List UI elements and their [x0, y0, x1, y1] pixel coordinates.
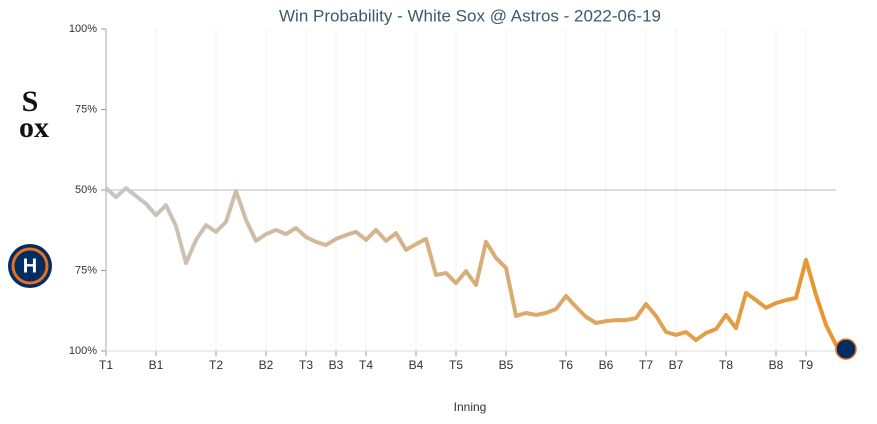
astros-logo: H — [8, 244, 52, 288]
x-tick-label: B8 — [769, 358, 784, 372]
end-logo — [835, 338, 857, 360]
svg-text:H: H — [23, 255, 37, 277]
x-tick-label: T9 — [799, 358, 813, 372]
svg-text:ox: ox — [19, 111, 49, 144]
x-axis-label: Inning — [454, 400, 487, 414]
x-tick-label: B5 — [499, 358, 514, 372]
x-tick-label: T2 — [209, 358, 223, 372]
x-tick-label: T8 — [719, 358, 733, 372]
end-logo-circle — [835, 338, 857, 360]
x-tick-label: T5 — [449, 358, 463, 372]
x-tick-label: T1 — [99, 358, 113, 372]
y-tick-label: 100% — [69, 345, 97, 357]
chart-title: Win Probability - White Sox @ Astros - 2… — [279, 6, 661, 25]
y-tick-label: 75% — [75, 264, 97, 276]
svg-text:S: S — [22, 85, 39, 118]
x-tick-label: T7 — [639, 358, 653, 372]
x-tick-label: T4 — [359, 358, 373, 372]
x-tick-label: T6 — [559, 358, 573, 372]
x-tick-label: B3 — [329, 358, 344, 372]
x-tick-label: B1 — [149, 358, 164, 372]
white-sox-logo: S ox — [19, 85, 49, 144]
x-tick-label: B2 — [259, 358, 274, 372]
y-tick-label: 75% — [75, 103, 97, 115]
x-tick-label: B6 — [599, 358, 614, 372]
y-tick-label: 100% — [69, 23, 97, 35]
x-tick-label: B4 — [409, 358, 424, 372]
win-prob-line — [104, 186, 847, 351]
y-tick-label: 50% — [75, 184, 97, 196]
x-tick-label: T3 — [299, 358, 313, 372]
x-tick-label: B7 — [669, 358, 684, 372]
